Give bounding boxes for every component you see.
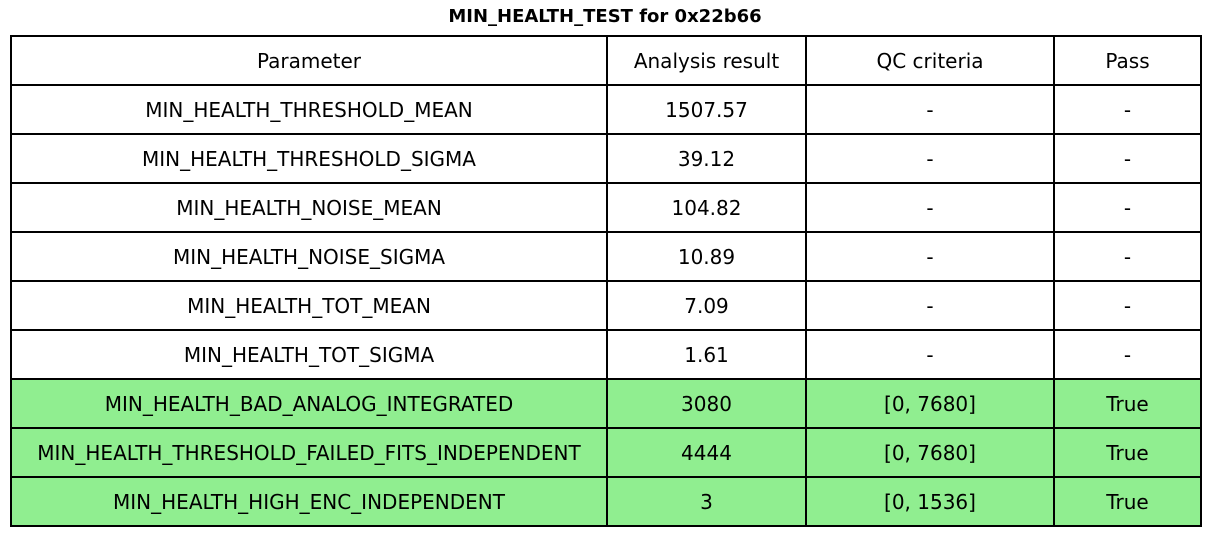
table-row: MIN_HEALTH_TOT_MEAN 7.09 - -	[10, 280, 1202, 331]
cell-pass: -	[1053, 280, 1202, 331]
table-header-row: Parameter Analysis result QC criteria Pa…	[10, 35, 1202, 86]
cell-qc-criteria: -	[805, 182, 1055, 233]
cell-qc-criteria: -	[805, 84, 1055, 135]
cell-pass: True	[1053, 476, 1202, 527]
cell-qc-criteria: [0, 7680]	[805, 378, 1055, 429]
cell-qc-criteria: -	[805, 133, 1055, 184]
table-row: MIN_HEALTH_THRESHOLD_FAILED_FITS_INDEPEN…	[10, 427, 1202, 478]
cell-pass: -	[1053, 231, 1202, 282]
cell-analysis-result: 3	[606, 476, 807, 527]
cell-analysis-result: 4444	[606, 427, 807, 478]
cell-analysis-result: 7.09	[606, 280, 807, 331]
cell-parameter: MIN_HEALTH_TOT_SIGMA	[10, 329, 608, 380]
cell-parameter: MIN_HEALTH_THRESHOLD_SIGMA	[10, 133, 608, 184]
cell-analysis-result: 104.82	[606, 182, 807, 233]
cell-pass: -	[1053, 182, 1202, 233]
cell-analysis-result: 1.61	[606, 329, 807, 380]
cell-parameter: MIN_HEALTH_NOISE_MEAN	[10, 182, 608, 233]
cell-analysis-result: 1507.57	[606, 84, 807, 135]
cell-qc-criteria: -	[805, 280, 1055, 331]
cell-qc-criteria: [0, 1536]	[805, 476, 1055, 527]
cell-analysis-result: 39.12	[606, 133, 807, 184]
cell-parameter: MIN_HEALTH_TOT_MEAN	[10, 280, 608, 331]
column-header-parameter: Parameter	[10, 35, 608, 86]
table-row: MIN_HEALTH_NOISE_SIGMA 10.89 - -	[10, 231, 1202, 282]
table-row: MIN_HEALTH_THRESHOLD_MEAN 1507.57 - -	[10, 84, 1202, 135]
table-row: MIN_HEALTH_TOT_SIGMA 1.61 - -	[10, 329, 1202, 380]
cell-analysis-result: 10.89	[606, 231, 807, 282]
cell-parameter: MIN_HEALTH_NOISE_SIGMA	[10, 231, 608, 282]
page-title: MIN_HEALTH_TEST for 0x22b66	[448, 6, 762, 27]
cell-qc-criteria: [0, 7680]	[805, 427, 1055, 478]
table-row: MIN_HEALTH_NOISE_MEAN 104.82 - -	[10, 182, 1202, 233]
cell-analysis-result: 3080	[606, 378, 807, 429]
cell-qc-criteria: -	[805, 329, 1055, 380]
cell-parameter: MIN_HEALTH_THRESHOLD_MEAN	[10, 84, 608, 135]
column-header-analysis-result: Analysis result	[606, 35, 807, 86]
cell-pass: True	[1053, 427, 1202, 478]
cell-parameter: MIN_HEALTH_THRESHOLD_FAILED_FITS_INDEPEN…	[10, 427, 608, 478]
cell-pass: -	[1053, 84, 1202, 135]
column-header-qc-criteria: QC criteria	[805, 35, 1055, 86]
cell-parameter: MIN_HEALTH_BAD_ANALOG_INTEGRATED	[10, 378, 608, 429]
table-row: MIN_HEALTH_BAD_ANALOG_INTEGRATED 3080 [0…	[10, 378, 1202, 429]
cell-qc-criteria: -	[805, 231, 1055, 282]
cell-pass: -	[1053, 329, 1202, 380]
table-row: MIN_HEALTH_HIGH_ENC_INDEPENDENT 3 [0, 15…	[10, 476, 1202, 527]
column-header-pass: Pass	[1053, 35, 1202, 86]
cell-parameter: MIN_HEALTH_HIGH_ENC_INDEPENDENT	[10, 476, 608, 527]
cell-pass: True	[1053, 378, 1202, 429]
qc-results-table: Parameter Analysis result QC criteria Pa…	[10, 35, 1202, 527]
table-row: MIN_HEALTH_THRESHOLD_SIGMA 39.12 - -	[10, 133, 1202, 184]
cell-pass: -	[1053, 133, 1202, 184]
